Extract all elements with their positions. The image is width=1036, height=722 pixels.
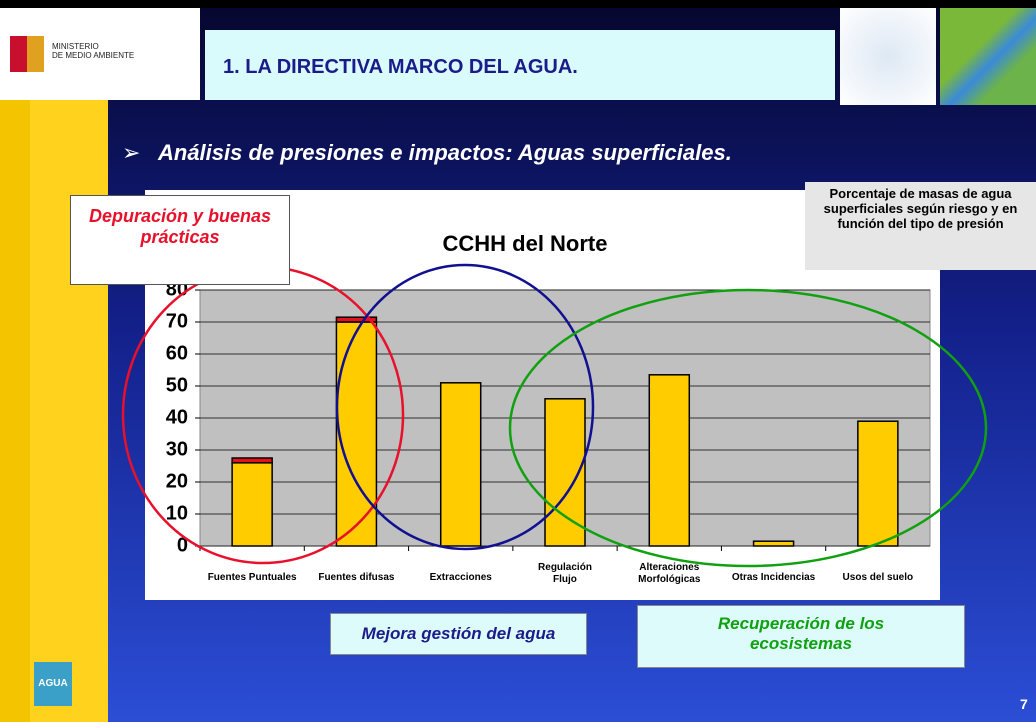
y-tick-label: 0 <box>177 534 188 556</box>
x-tick-label: Fuentes Puntuales <box>200 572 304 584</box>
note-left: Depuración y buenas prácticas <box>70 195 290 285</box>
bar-segment <box>545 399 585 546</box>
bar-segment <box>336 317 376 322</box>
y-tick-label: 20 <box>166 470 188 492</box>
x-tick-label: Extracciones <box>409 572 513 584</box>
y-tick-label: 60 <box>166 342 188 364</box>
x-tick-label: Regulación Flujo <box>513 562 617 586</box>
bar-segment <box>754 541 794 546</box>
y-tick-label: 40 <box>166 406 188 428</box>
x-tick-label: Otras Incidencias <box>721 572 825 584</box>
y-tick-label: 70 <box>166 310 188 332</box>
slide: MINISTERIO DE MEDIO AMBIENTE 1. LA DIREC… <box>0 0 1036 722</box>
y-tick-label: 10 <box>166 502 188 524</box>
y-tick-label: 30 <box>166 438 188 460</box>
x-tick-label: Alteraciones Morfológicas <box>617 562 721 586</box>
note-middle: Mejora gestión del agua <box>330 613 587 655</box>
bar-segment <box>336 322 376 546</box>
note-right: Porcentaje de masas de agua superficiale… <box>805 182 1036 270</box>
y-tick-label: 50 <box>166 374 188 396</box>
page-number: 7 <box>1020 696 1028 712</box>
agua-logo: AGUA <box>34 662 72 706</box>
x-tick-label: Fuentes difusas <box>304 572 408 584</box>
bar-segment <box>232 458 272 463</box>
bar-segment <box>232 463 272 546</box>
bar-segment <box>858 421 898 546</box>
bar-segment <box>649 375 689 546</box>
x-tick-label: Usos del suelo <box>826 572 930 584</box>
bar-segment <box>441 383 481 546</box>
note-bottom-right: Recuperación de los ecosistemas <box>637 605 965 668</box>
chart-title: CCHH del Norte <box>442 231 607 256</box>
